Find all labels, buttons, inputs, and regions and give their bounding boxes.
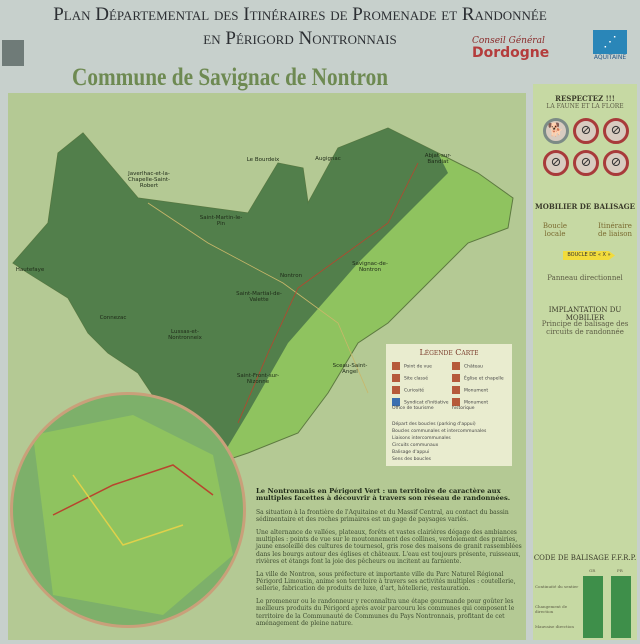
legend-line: Sens des boucles <box>392 457 431 462</box>
legend-line: Liaisons intercommunales <box>392 436 451 441</box>
map-label: Saint-Martin-le-Pin <box>199 215 243 227</box>
code-row-label: Continuité du sentier <box>535 584 579 589</box>
legend-title: Légende Carte <box>419 348 479 357</box>
info-icon <box>392 398 400 406</box>
principe-label: Principe de balisage des circuits de ran… <box>541 320 629 336</box>
respect-title: RESPECTEZ !!! <box>555 94 615 103</box>
no-vehicle-icon: ⊘ <box>573 150 599 176</box>
inset-map <box>33 415 233 615</box>
legend-line: Circuits communaux <box>392 443 439 448</box>
map-label: Javerlhac-et-la-Chapelle-Saint-Robert <box>127 171 170 189</box>
pr-code-icon <box>611 576 631 638</box>
aquitaine-logo: ⋰ AQUITAINE <box>588 30 632 61</box>
shadow-overlay <box>13 128 448 463</box>
legend-line: Départ des boucles (parking d'appui) <box>392 422 476 427</box>
map-label: Lussas-et-Nontronneix <box>168 329 202 341</box>
legend-item: Curiosité <box>392 386 450 394</box>
church-icon <box>452 374 460 382</box>
no-fire-icon: ⊘ <box>573 118 599 144</box>
description-paragraph: La ville de Nontron, sous préfecture et … <box>256 570 516 593</box>
legend-item: Monument historique <box>452 398 510 412</box>
map-legend: Légende Carte Point de vue Site classé C… <box>386 344 512 466</box>
map-label: Abjat-sur-Bandiat <box>424 153 452 165</box>
legend-item: Site classé <box>392 374 450 382</box>
info-sidebar: RESPECTEZ !!! LA FAUNE ET LA FLORE 🐕 ⊘ ⊘… <box>533 84 637 640</box>
liaison-label: Itinéraire de liaison <box>597 222 633 238</box>
implantation-title: IMPLANTATION DU MOBILIER <box>548 306 622 322</box>
logo-text: Dordogne <box>472 45 550 61</box>
no-flower-picking-icon: ⊘ <box>603 118 629 144</box>
map-label: Saint-Martial-de-Valette <box>236 291 282 303</box>
commune-map <box>12 127 514 464</box>
map-label: Sceau-Saint-Angel <box>332 363 368 375</box>
map-label: Savignac-de-Nontron <box>352 261 388 273</box>
monument-icon <box>452 386 460 394</box>
boucle-locale-label: Boucle locale <box>542 222 568 238</box>
mobilier-title: MOBILIER DE BALISAGE <box>534 202 635 211</box>
historic-monument-icon <box>452 398 460 406</box>
castle-icon <box>452 362 460 370</box>
commune-title: Commune de Savignac de Nontron <box>72 64 389 91</box>
description-lead: Le Nontronnais en Périgord Vert : un ter… <box>256 487 511 503</box>
boucle-sign: BOUCLE DE « X » <box>563 251 615 260</box>
description-paragraph: Une alternance de vallées, plateaux, for… <box>256 528 522 566</box>
panel-subtitle: en Périgord Nontronnais <box>203 28 397 49</box>
legend-line: Boucles communales et intercommunales <box>392 429 487 434</box>
description-paragraph: Le promeneur ou le randonneur y reconnaî… <box>256 597 515 628</box>
map-label: Nontron <box>279 273 303 279</box>
map-label: Connezac <box>99 315 127 321</box>
map-label: Augignac <box>315 156 341 162</box>
legend-item: Syndicat d'initiative Office de tourisme <box>392 398 450 412</box>
panneau-label: Panneau directionnel <box>547 274 623 282</box>
route-line <box>147 202 369 394</box>
viewpoint-icon <box>392 362 400 370</box>
legend-item: Monument <box>452 386 510 394</box>
map-label: Saint-Front-sur-Nizonne <box>236 373 280 385</box>
code-row-label: Changement de direction <box>535 604 568 614</box>
description-text: Le Nontronnais en Périgord Vert : un ter… <box>256 487 526 633</box>
legend-item: Église et chapelle <box>452 374 510 382</box>
map-label: Hautefaye <box>15 267 45 273</box>
legend-item: Point de vue <box>392 362 450 370</box>
map-label: Le Bourdeix <box>246 157 280 163</box>
legend-line: Balisage d'appui <box>392 450 430 455</box>
panel-title: Plan Départemental des Itinéraires de Pr… <box>53 4 547 25</box>
photo-thumbnail <box>2 40 24 66</box>
aquitaine-icon: ⋰ <box>593 30 627 54</box>
site-icon <box>392 374 400 382</box>
zoomed-map-inset <box>10 392 246 628</box>
code-title: CODE DE BALISAGE F.F.R.P. <box>533 554 637 562</box>
no-camping-icon: ⊘ <box>543 150 569 176</box>
gr-code-icon <box>583 576 603 638</box>
code-row-label: Mauvaise direction <box>535 624 574 629</box>
respect-subtitle: LA FAUNE ET LA FLORE <box>546 103 624 110</box>
dog-leash-icon: 🐕 <box>543 118 569 144</box>
code-col-label: GR <box>589 568 596 573</box>
no-litter-icon: ⊘ <box>603 150 629 176</box>
description-paragraph: Sa situation à la frontière de l'Aquitai… <box>256 508 509 524</box>
logo-text: Conseil Général <box>472 36 545 46</box>
conseil-general-logo: Conseil Général Dordogne <box>472 36 562 60</box>
curiosity-icon <box>392 386 400 394</box>
logo-text: AQUITAINE <box>593 54 627 61</box>
legend-item: Château <box>452 362 510 370</box>
code-col-label: PR <box>617 568 623 573</box>
route-line <box>237 162 419 424</box>
